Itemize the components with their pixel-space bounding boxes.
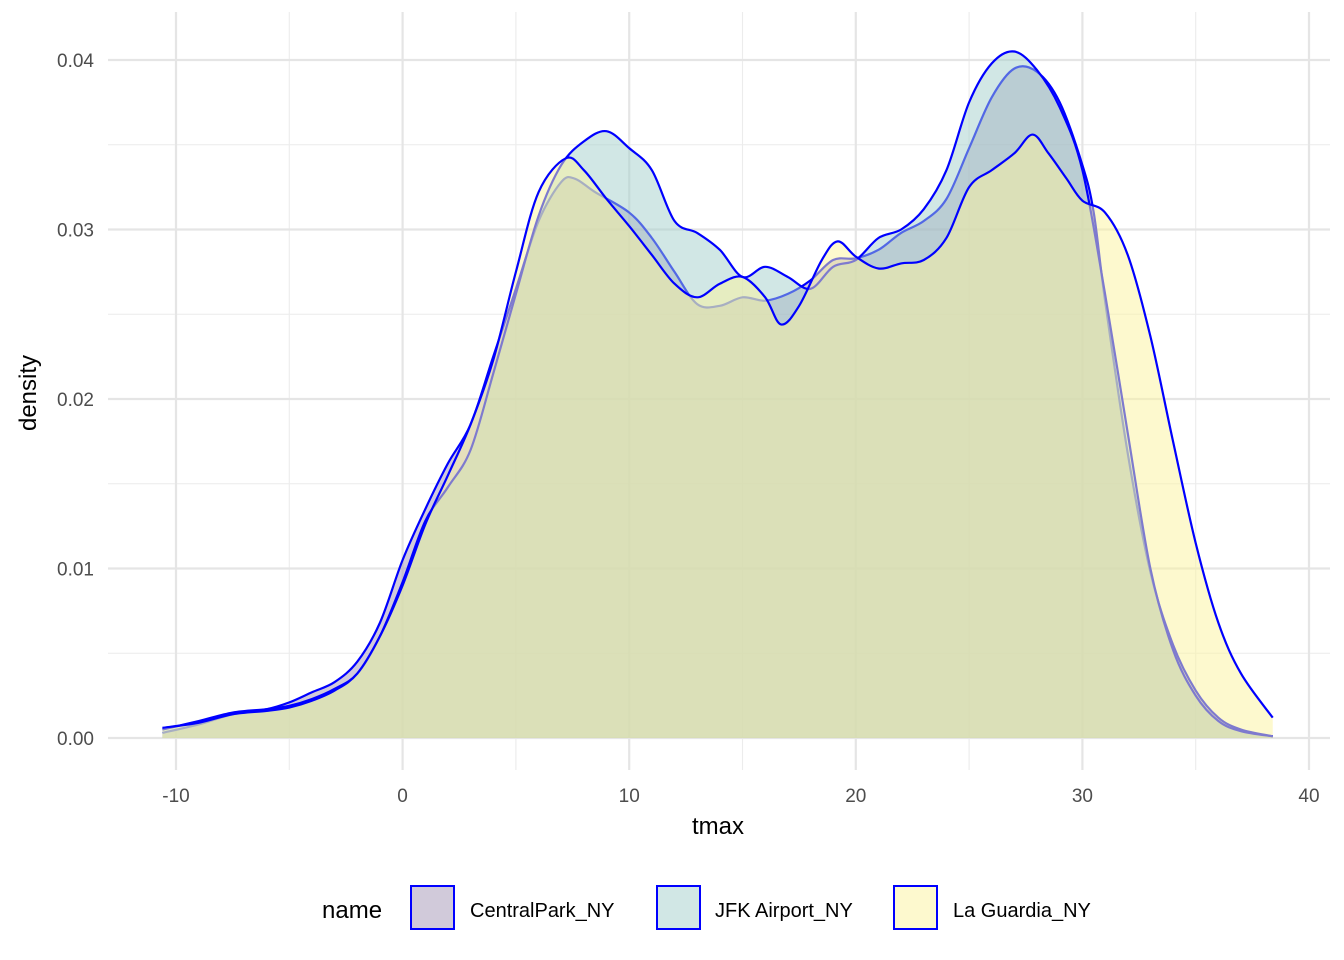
legend-key-jfk-airport-ny	[656, 885, 701, 930]
x-tick-label: 0	[397, 786, 408, 807]
y-tick-label: 0.02	[57, 390, 94, 411]
legend-key-la-guardia-ny	[893, 885, 938, 930]
x-tick-label: 20	[845, 786, 866, 807]
x-tick-label: 40	[1298, 786, 1319, 807]
density-area-la-guardia-ny	[162, 134, 1273, 738]
density-line-la-guardia-ny	[162, 133, 1274, 729]
legend-key-centralpark-ny	[410, 885, 455, 930]
y-tick-label: 0.03	[57, 221, 94, 242]
legend-title: name	[322, 897, 382, 924]
y-axis-title: density	[15, 355, 42, 431]
legend: name CentralPark_NY JFK Airport_NY La Guar…	[322, 885, 1091, 930]
x-tick-label: -10	[162, 786, 189, 807]
y-tick-label: 0.04	[57, 51, 94, 72]
x-tick-label: 30	[1072, 786, 1093, 807]
density-areas	[162, 50, 1274, 739]
x-axis-ticks: -10 0 10 20 30 40	[162, 786, 1319, 807]
x-tick-label: 10	[619, 786, 640, 807]
y-tick-label: 0.01	[57, 560, 94, 581]
legend-label-jfk-airport-ny: JFK Airport_NY	[715, 900, 853, 922]
legend-label-la-guardia-ny: La Guardia_NY	[953, 900, 1091, 922]
x-axis-title: tmax	[692, 813, 744, 840]
y-axis-ticks: 0.00 0.01 0.02 0.03 0.04	[57, 51, 94, 750]
legend-label-centralpark-ny: CentralPark_NY	[470, 900, 615, 922]
y-tick-label: 0.00	[57, 729, 94, 750]
